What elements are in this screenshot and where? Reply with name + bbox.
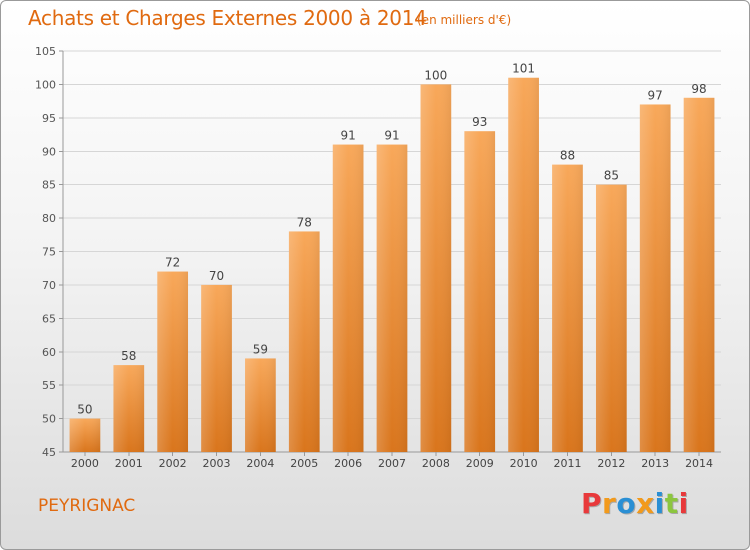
data-label: 91 — [384, 129, 399, 143]
bar-shine — [552, 164, 583, 452]
y-tick-label: 50 — [42, 413, 56, 426]
logo-letter: i — [678, 487, 689, 520]
y-tick-label: 85 — [42, 179, 56, 192]
data-label: 88 — [560, 149, 575, 163]
x-tick-label: 2002 — [159, 457, 187, 470]
x-tick-label: 2012 — [597, 457, 625, 470]
bar-shine — [376, 144, 408, 453]
y-tick-label: 75 — [42, 246, 56, 259]
bar-shine — [113, 365, 145, 452]
x-tick-label: 2005 — [290, 457, 318, 470]
data-label: 98 — [691, 82, 706, 96]
x-tick-label: 2001 — [115, 457, 143, 470]
x-tick-label: 2010 — [510, 457, 538, 470]
bar-shine — [288, 231, 320, 452]
commune-name: PEYRIGNAC — [38, 496, 136, 516]
y-tick-label: 100 — [35, 78, 56, 91]
logo-letter: x — [636, 487, 655, 520]
data-label: 70 — [209, 269, 224, 283]
x-tick-label: 2004 — [246, 457, 274, 470]
data-label: 78 — [297, 215, 312, 229]
bars — [69, 77, 715, 453]
logo-letter: r — [602, 487, 617, 520]
data-labels: 50 58 72 70 59 78 91 91 100 93 101 88 85 97 98 — [77, 62, 706, 417]
data-label: 50 — [77, 403, 92, 417]
data-label: 101 — [512, 62, 535, 76]
y-tick-label: 80 — [42, 212, 56, 225]
data-label: 100 — [424, 68, 447, 82]
bar-shine — [683, 97, 715, 453]
x-axis: 2000 2001 2002 2003 2004 2005 2006 2007 2008 2009… — [71, 452, 713, 470]
y-tick-label: 90 — [42, 145, 56, 158]
x-tick-label: 2003 — [203, 457, 231, 470]
data-label: 97 — [648, 88, 663, 102]
y-tick-label: 45 — [42, 446, 56, 459]
chart-unit: (en milliers d'€) — [417, 13, 512, 27]
bar-shine — [508, 77, 539, 452]
data-label: 93 — [472, 115, 487, 129]
logo-letter: o — [616, 487, 637, 520]
chart-title: Achats et Charges Externes 2000 à 2014 — [28, 6, 427, 30]
x-tick-label: 2007 — [378, 457, 406, 470]
bar-shine — [332, 144, 364, 453]
x-tick-label: 2000 — [71, 457, 99, 470]
x-tick-label: 2009 — [466, 457, 494, 470]
y-tick-label: 65 — [42, 312, 56, 325]
data-label: 91 — [340, 129, 355, 143]
x-tick-label: 2006 — [334, 457, 362, 470]
proxiti-logo: Proxiti — [581, 487, 689, 520]
data-label: 72 — [165, 256, 180, 270]
bar-shine — [69, 418, 101, 452]
x-tick-label: 2014 — [685, 457, 713, 470]
data-label: 85 — [604, 169, 619, 183]
bar-shine — [595, 184, 627, 452]
x-tick-label: 2013 — [641, 457, 669, 470]
bar-shine — [420, 84, 452, 453]
y-tick-label: 105 — [35, 45, 56, 58]
x-tick-label: 2008 — [422, 457, 450, 470]
bar-shine — [464, 131, 496, 452]
logo-letter: t — [664, 487, 679, 520]
data-label: 59 — [253, 342, 268, 356]
y-tick-label: 60 — [42, 346, 56, 359]
logo-letter: P — [581, 487, 603, 520]
y-tick-label: 95 — [42, 112, 56, 125]
x-tick-label: 2011 — [553, 457, 581, 470]
bar-shine — [245, 358, 276, 452]
logo-letter: i — [654, 487, 665, 520]
y-tick-label: 55 — [42, 379, 56, 392]
bar-shine — [157, 271, 189, 452]
bar-shine — [639, 104, 671, 452]
data-label: 58 — [121, 349, 136, 363]
bar-shine — [201, 284, 232, 452]
y-tick-label: 70 — [42, 279, 56, 292]
